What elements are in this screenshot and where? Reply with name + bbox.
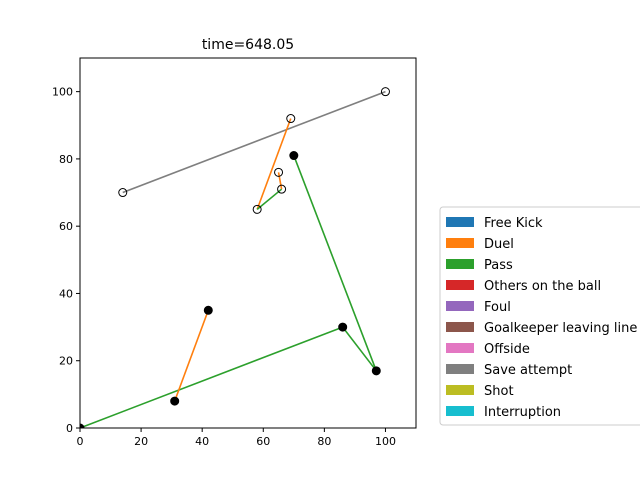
filled-marker-2 xyxy=(338,322,348,332)
legend-label-4: Foul xyxy=(484,300,511,315)
open-marker-5 xyxy=(252,204,262,214)
legend-swatch-3 xyxy=(446,280,474,290)
x-tick-label-0: 0 xyxy=(77,435,84,448)
filled-marker-3 xyxy=(203,305,213,315)
chart-title: time=648.05 xyxy=(202,37,294,53)
legend-swatch-5 xyxy=(446,322,474,332)
segment-duel-7 xyxy=(173,309,210,402)
segment-duel-2 xyxy=(277,172,283,190)
legend-swatch-4 xyxy=(446,301,474,311)
y-tick-label-100: 100 xyxy=(52,86,73,99)
legend-swatch-8 xyxy=(446,385,474,395)
open-marker-0 xyxy=(118,188,128,198)
legend-label-5: Goalkeeper leaving line xyxy=(484,321,637,336)
x-tick-label-100: 100 xyxy=(375,435,396,448)
segment-pass-3 xyxy=(256,188,283,210)
axes-frame xyxy=(79,57,417,429)
legend-label-8: Shot xyxy=(484,384,514,399)
legend-label-6: Offside xyxy=(484,342,530,357)
y-tick-label-80: 80 xyxy=(59,153,73,166)
legend-label-0: Free Kick xyxy=(484,216,543,231)
filled-marker-4 xyxy=(170,396,180,406)
legend-label-2: Pass xyxy=(484,258,513,273)
y-tick-label-60: 60 xyxy=(59,220,73,233)
legend-label-1: Duel xyxy=(484,237,514,252)
segment-pass-6 xyxy=(80,326,343,428)
open-marker-4 xyxy=(277,184,287,194)
segment-pass-5 xyxy=(342,326,377,372)
filled-marker-1 xyxy=(371,366,381,376)
open-marker-2 xyxy=(286,114,296,124)
legend-swatch-2 xyxy=(446,259,474,269)
legend-label-3: Others on the ball xyxy=(484,279,601,294)
legend-label-9: Interruption xyxy=(484,405,561,420)
x-tick-label-60: 60 xyxy=(256,435,270,448)
legend-swatch-6 xyxy=(446,343,474,353)
filled-marker-5 xyxy=(80,423,85,428)
legend: Free Kick Duel Pass Others on the ball Foul G… xyxy=(439,206,640,426)
segment-save-attempt-0 xyxy=(122,90,386,194)
y-tick-label-0: 0 xyxy=(66,422,73,435)
y-tick-label-20: 20 xyxy=(59,355,73,368)
filled-marker-0 xyxy=(289,151,299,161)
segment-pass-4 xyxy=(293,155,378,372)
legend-swatch-7 xyxy=(446,364,474,374)
legend-swatch-0 xyxy=(446,217,474,227)
y-tick-label-40: 40 xyxy=(59,287,73,300)
segment-duel-1 xyxy=(256,118,292,210)
x-tick-label-80: 80 xyxy=(317,435,331,448)
open-marker-3 xyxy=(274,167,284,177)
axes: 0 20 40 60 80 100 0 20 40 60 80 100 xyxy=(52,57,417,448)
legend-box xyxy=(439,206,640,426)
legend-swatch-1 xyxy=(446,238,474,248)
x-tick-label-20: 20 xyxy=(134,435,148,448)
plot-area xyxy=(80,87,390,428)
legend-swatch-9 xyxy=(446,406,474,416)
legend-label-7: Save attempt xyxy=(484,363,572,378)
x-tick-label-40: 40 xyxy=(195,435,209,448)
open-marker-1 xyxy=(380,87,390,97)
